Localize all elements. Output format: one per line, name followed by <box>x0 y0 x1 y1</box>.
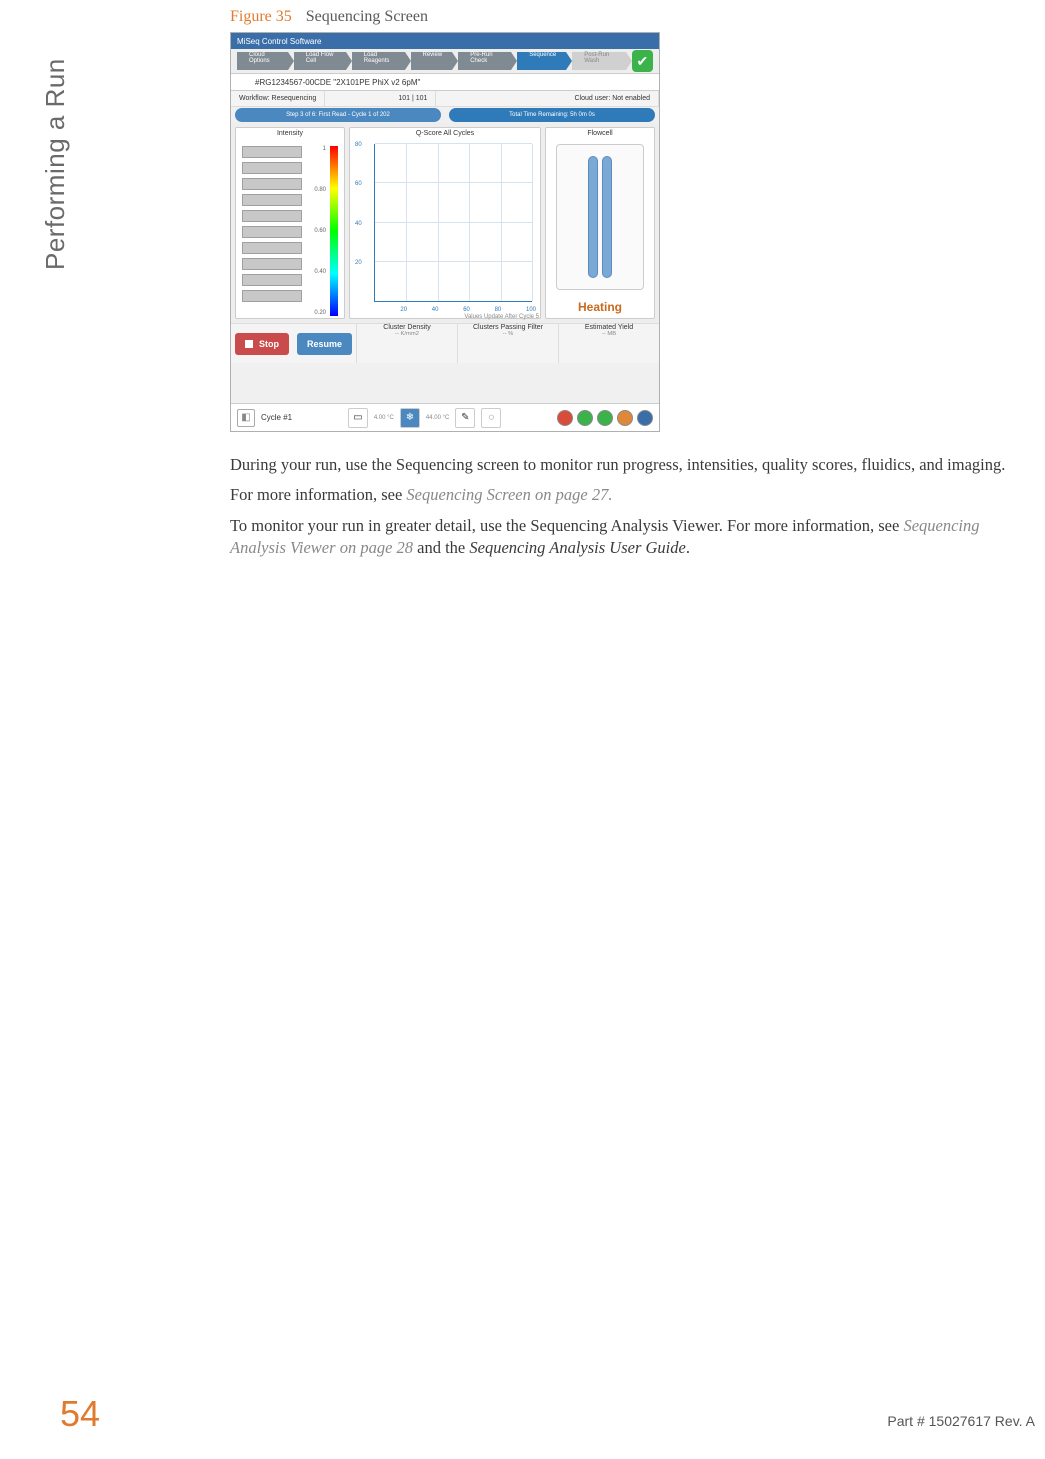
chiller-icon[interactable]: ❄ <box>400 408 420 428</box>
intensity-title: Intensity <box>236 128 344 139</box>
temp-readout: 44.00 °C <box>426 415 449 421</box>
resume-button[interactable]: Resume <box>297 333 352 355</box>
window-titlebar: MiSeq Control Software <box>231 33 659 49</box>
progress-row: Step 3 of 6: First Read - Cycle 1 of 202… <box>231 107 659 123</box>
panels-row: Intensity 1 0.80 0.60 0.40 0.20 Q-Score All … <box>231 123 659 323</box>
run-id-bar: #RG1234567-00CDE "2X101PE PhiX v2 6pM" <box>231 73 659 91</box>
temp-readout: 4.00 °C <box>374 415 394 421</box>
breadcrumb-step[interactable]: Sequence <box>517 52 566 70</box>
metric-cell: Estimated Yield-- MB <box>558 324 659 363</box>
intensity-tick: 0.80 <box>314 187 326 193</box>
intensity-panel: Intensity 1 0.80 0.60 0.40 0.20 <box>235 127 345 319</box>
intensity-bar <box>242 226 302 238</box>
breadcrumb-step[interactable]: Load Flow Cell <box>294 52 346 70</box>
globe-icon[interactable]: ◌ <box>481 408 501 428</box>
qscore-ytick: 40 <box>355 221 362 227</box>
breadcrumb-step[interactable]: Cloud Options <box>237 52 288 70</box>
qscore-xtick: 60 <box>463 307 470 313</box>
cloud-label: Cloud user: Not enabled <box>566 91 659 106</box>
qscore-ytick: 80 <box>355 142 362 148</box>
metric-cell: Clusters Passing Filter-- % <box>457 324 558 363</box>
values-note: Values Update After Cycle 5 <box>464 314 539 320</box>
status-dot <box>577 410 593 426</box>
qscore-panel: Q-Score All Cycles 2040608020406080100 <box>349 127 541 319</box>
qscore-xtick: 20 <box>400 307 407 313</box>
intensity-bar <box>242 274 302 286</box>
qscore-ytick: 60 <box>355 181 362 187</box>
intensity-bar <box>242 290 302 302</box>
guide-title: Sequencing Analysis User Guide <box>469 538 685 557</box>
status-dot <box>617 410 633 426</box>
intensity-bar <box>242 210 302 222</box>
flowcell-panel: Flowcell Heating <box>545 127 655 319</box>
qscore-xtick: 100 <box>526 307 536 313</box>
metrics-row: Values Update After Cycle 5 Stop Resume … <box>231 323 659 363</box>
intensity-bar <box>242 162 302 174</box>
qscore-xtick: 40 <box>432 307 439 313</box>
workflow-label: Workflow: Resequencing <box>231 91 325 106</box>
sequencing-screenshot: MiSeq Control Software Cloud Options Load… <box>230 32 660 432</box>
xref-sequencing-screen[interactable]: Sequencing Screen on page 27. <box>406 485 612 504</box>
qscore-ytick: 20 <box>355 260 362 266</box>
part-number: Part # 15027617 Rev. A <box>887 1413 1035 1429</box>
intensity-tick: 0.20 <box>314 310 326 316</box>
flowcell-lane <box>588 156 598 278</box>
intensity-ticks: 1 0.80 0.60 0.40 0.20 <box>302 146 326 316</box>
intensity-bar <box>242 194 302 206</box>
cycles-label: 101 | 101 <box>390 91 436 106</box>
metric-cell: Cluster Density-- K/mm2 <box>356 324 457 363</box>
flowcell-mini-icon[interactable]: ▭ <box>348 408 368 428</box>
flowcell-lane <box>602 156 612 278</box>
paragraph-3: To monitor your run in greater detail, u… <box>230 515 1020 560</box>
status-dot <box>597 410 613 426</box>
cycle-icon: ◧ <box>237 409 255 427</box>
pen-icon[interactable]: ✎ <box>455 408 475 428</box>
step-progress: Step 3 of 6: First Read - Cycle 1 of 202 <box>235 108 441 122</box>
paragraph-2: For more information, see Sequencing Scr… <box>230 484 1020 506</box>
intensity-bar <box>242 146 302 158</box>
breadcrumb-step[interactable]: Load Reagents <box>352 52 405 70</box>
info-row: Workflow: Resequencing 101 | 101 Cloud u… <box>231 91 659 107</box>
paragraph-1: During your run, use the Sequencing scre… <box>230 454 1020 476</box>
time-remaining: Total Time Remaining: 5h 0m 0s <box>449 108 655 122</box>
qscore-xtick: 80 <box>495 307 502 313</box>
intensity-bar <box>242 242 302 254</box>
flowcell-body <box>556 144 644 290</box>
status-dot <box>557 410 573 426</box>
figure-title: Sequencing Screen <box>306 8 428 25</box>
flowcell-status: Heating <box>546 300 654 314</box>
status-dot <box>637 410 653 426</box>
stop-button[interactable]: Stop <box>235 333 289 355</box>
check-ok-icon: ✔ <box>632 50 653 72</box>
qscore-title: Q-Score All Cycles <box>350 128 540 139</box>
cycle-label: Cycle #1 <box>261 413 292 422</box>
breadcrumb-step[interactable]: Review <box>411 52 453 70</box>
intensity-tick: 0.60 <box>314 228 326 234</box>
breadcrumb-step: Post-Run Wash <box>572 52 626 70</box>
flowcell-title: Flowcell <box>546 128 654 139</box>
section-side-label: Performing a Run <box>40 20 76 270</box>
qscore-chart: 2040608020406080100 <box>374 144 532 302</box>
intensity-bars <box>242 146 302 316</box>
status-bar: ◧ Cycle #1 ▭ 4.00 °C ❄ 44.00 °C ✎ ◌ <box>231 403 659 431</box>
intensity-colorbar <box>330 146 338 316</box>
breadcrumb-step[interactable]: Pre-Run Check <box>458 52 511 70</box>
figure-caption: Figure 35 Sequencing Screen <box>230 8 428 26</box>
intensity-bar <box>242 258 302 270</box>
intensity-tick: 0.40 <box>314 269 326 275</box>
body-copy: During your run, use the Sequencing scre… <box>230 446 1020 567</box>
breadcrumb: Cloud Options Load Flow Cell Load Reagents… <box>231 49 659 73</box>
page-number: 54 <box>60 1393 100 1435</box>
intensity-bar <box>242 178 302 190</box>
figure-number: Figure 35 <box>230 8 292 25</box>
intensity-tick: 1 <box>323 146 326 152</box>
window-title: MiSeq Control Software <box>237 37 321 46</box>
